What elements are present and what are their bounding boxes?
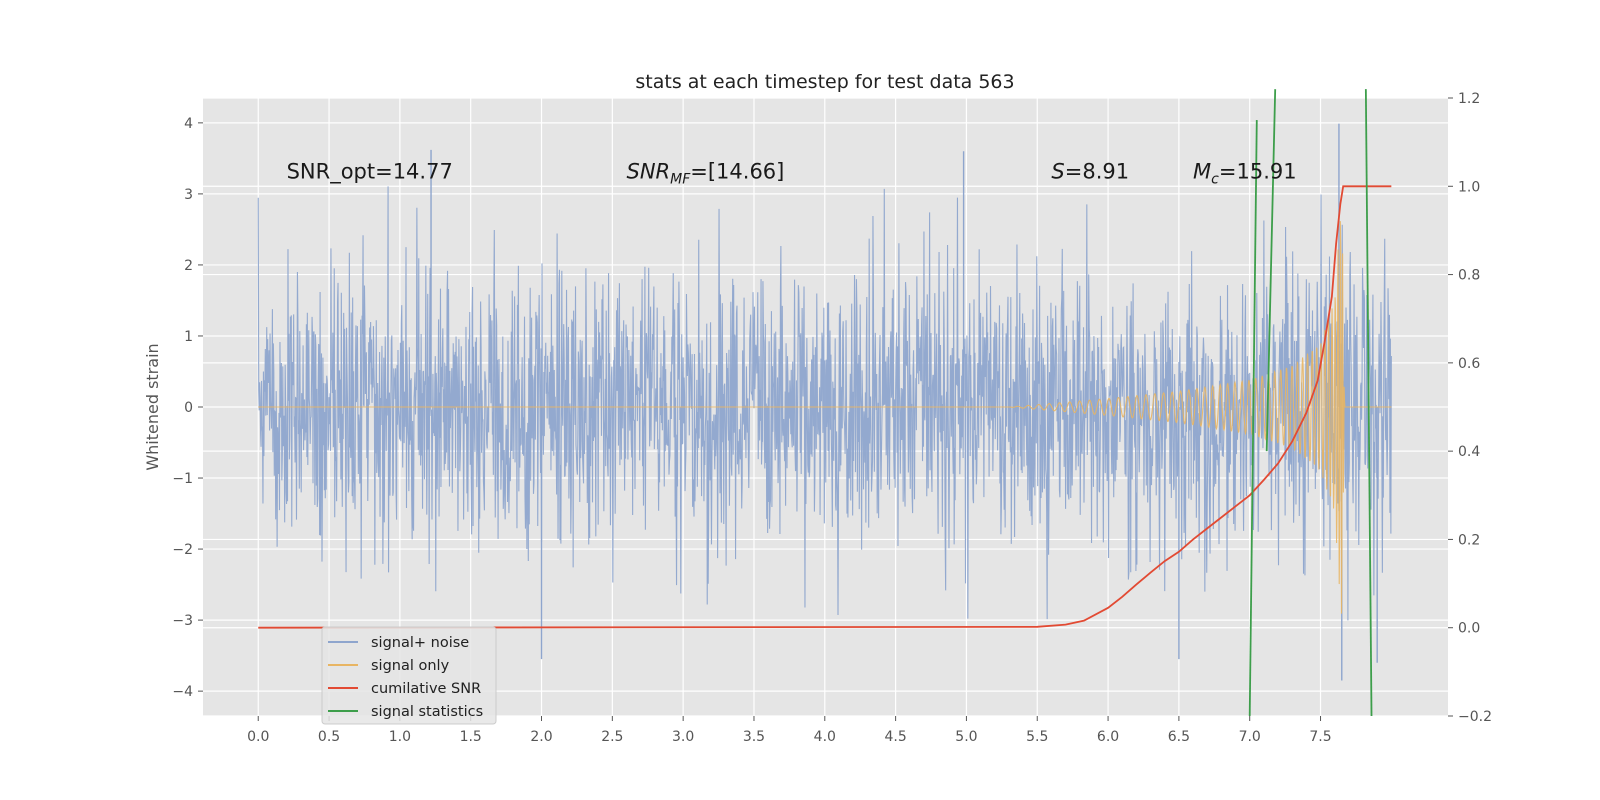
x-tick-label: 4.5 bbox=[884, 729, 906, 745]
legend-label-signal-only: signal only bbox=[371, 658, 450, 674]
y-tick-label: 1 bbox=[184, 329, 193, 345]
y-tick-label: 4 bbox=[184, 116, 193, 132]
x-tick-label: 3.5 bbox=[743, 729, 765, 745]
x-tick-label: 7.5 bbox=[1309, 729, 1331, 745]
x-tick-label: 5.0 bbox=[955, 729, 977, 745]
x-tick-label: 1.0 bbox=[389, 729, 411, 745]
y2-tick-label: −0.2 bbox=[1458, 709, 1492, 725]
y-tick-label: 0 bbox=[184, 400, 193, 416]
x-tick-label: 3.0 bbox=[672, 729, 694, 745]
annotation-0: SNR_opt=14.77 bbox=[287, 159, 453, 184]
signal-statistics-line bbox=[1265, 89, 1277, 452]
x-tick-label: 0.5 bbox=[318, 729, 340, 745]
x-tick-label: 0.0 bbox=[247, 729, 269, 745]
signal-only-line bbox=[258, 221, 1392, 614]
y-tick-label: −3 bbox=[172, 613, 193, 629]
legend-box bbox=[321, 626, 497, 725]
y-tick-label: 2 bbox=[184, 258, 193, 274]
chart-title: stats at each timestep for test data 563 bbox=[635, 71, 1014, 93]
legend: signal+ noise signal only cumilative SNR… bbox=[321, 626, 497, 725]
x-tick-label: 5.5 bbox=[1026, 729, 1048, 745]
legend-label-signal-noise: signal+ noise bbox=[371, 635, 469, 651]
series-signal-statistics bbox=[1248, 89, 1373, 717]
legend-label-signal-statistics: signal statistics bbox=[371, 704, 483, 720]
y2-tick-label: 0.8 bbox=[1458, 268, 1480, 284]
axis-ticks: 0.0 0.5 1.0 1.5 2.0 2.5 3.0 3.5 4.0 4.5 5.0 5.5 6.0 6… bbox=[172, 91, 1492, 745]
annotation-2: S=8.91 bbox=[1051, 159, 1129, 183]
x-tick-label: 7.0 bbox=[1239, 729, 1261, 745]
y-axis-title: Whitened strain bbox=[143, 343, 162, 470]
y2-tick-label: 1.0 bbox=[1458, 179, 1480, 195]
annotations: SNR_opt=14.77 SNRMF=[14.66] S=8.91 Mc=15.91 bbox=[287, 159, 1297, 187]
x-tick-label: 1.5 bbox=[460, 729, 482, 745]
legend-label-cumulative-snr: cumilative SNR bbox=[371, 681, 481, 697]
signal-statistics-line bbox=[1364, 89, 1373, 717]
y-tick-label: −1 bbox=[172, 471, 193, 487]
series-signal-only bbox=[258, 221, 1392, 614]
y-tick-label: −4 bbox=[172, 684, 193, 700]
y2-tick-label: 0.6 bbox=[1458, 356, 1480, 372]
y2-tick-label: 1.2 bbox=[1458, 91, 1480, 107]
signal-statistics-line bbox=[1248, 120, 1258, 717]
x-tick-label: 6.5 bbox=[1168, 729, 1190, 745]
y2-tick-label: 0.0 bbox=[1458, 621, 1480, 637]
series-cumulative-snr bbox=[258, 185, 1392, 629]
cumulative-snr-line bbox=[258, 185, 1392, 629]
y2-tick-label: 0.4 bbox=[1458, 444, 1480, 460]
x-tick-label: 6.0 bbox=[1097, 729, 1119, 745]
x-tick-label: 4.0 bbox=[814, 729, 836, 745]
x-tick-label: 2.5 bbox=[601, 729, 623, 745]
annotation-1: SNRMF=[14.66] bbox=[626, 159, 784, 187]
signal-noise-line bbox=[257, 186, 1392, 621]
y-tick-label: 3 bbox=[184, 187, 193, 203]
x-tick-label: 2.0 bbox=[530, 729, 552, 745]
annotation-3: Mc=15.91 bbox=[1193, 159, 1297, 187]
y-tick-label: −2 bbox=[172, 542, 193, 558]
y2-tick-label: 0.2 bbox=[1458, 532, 1480, 548]
